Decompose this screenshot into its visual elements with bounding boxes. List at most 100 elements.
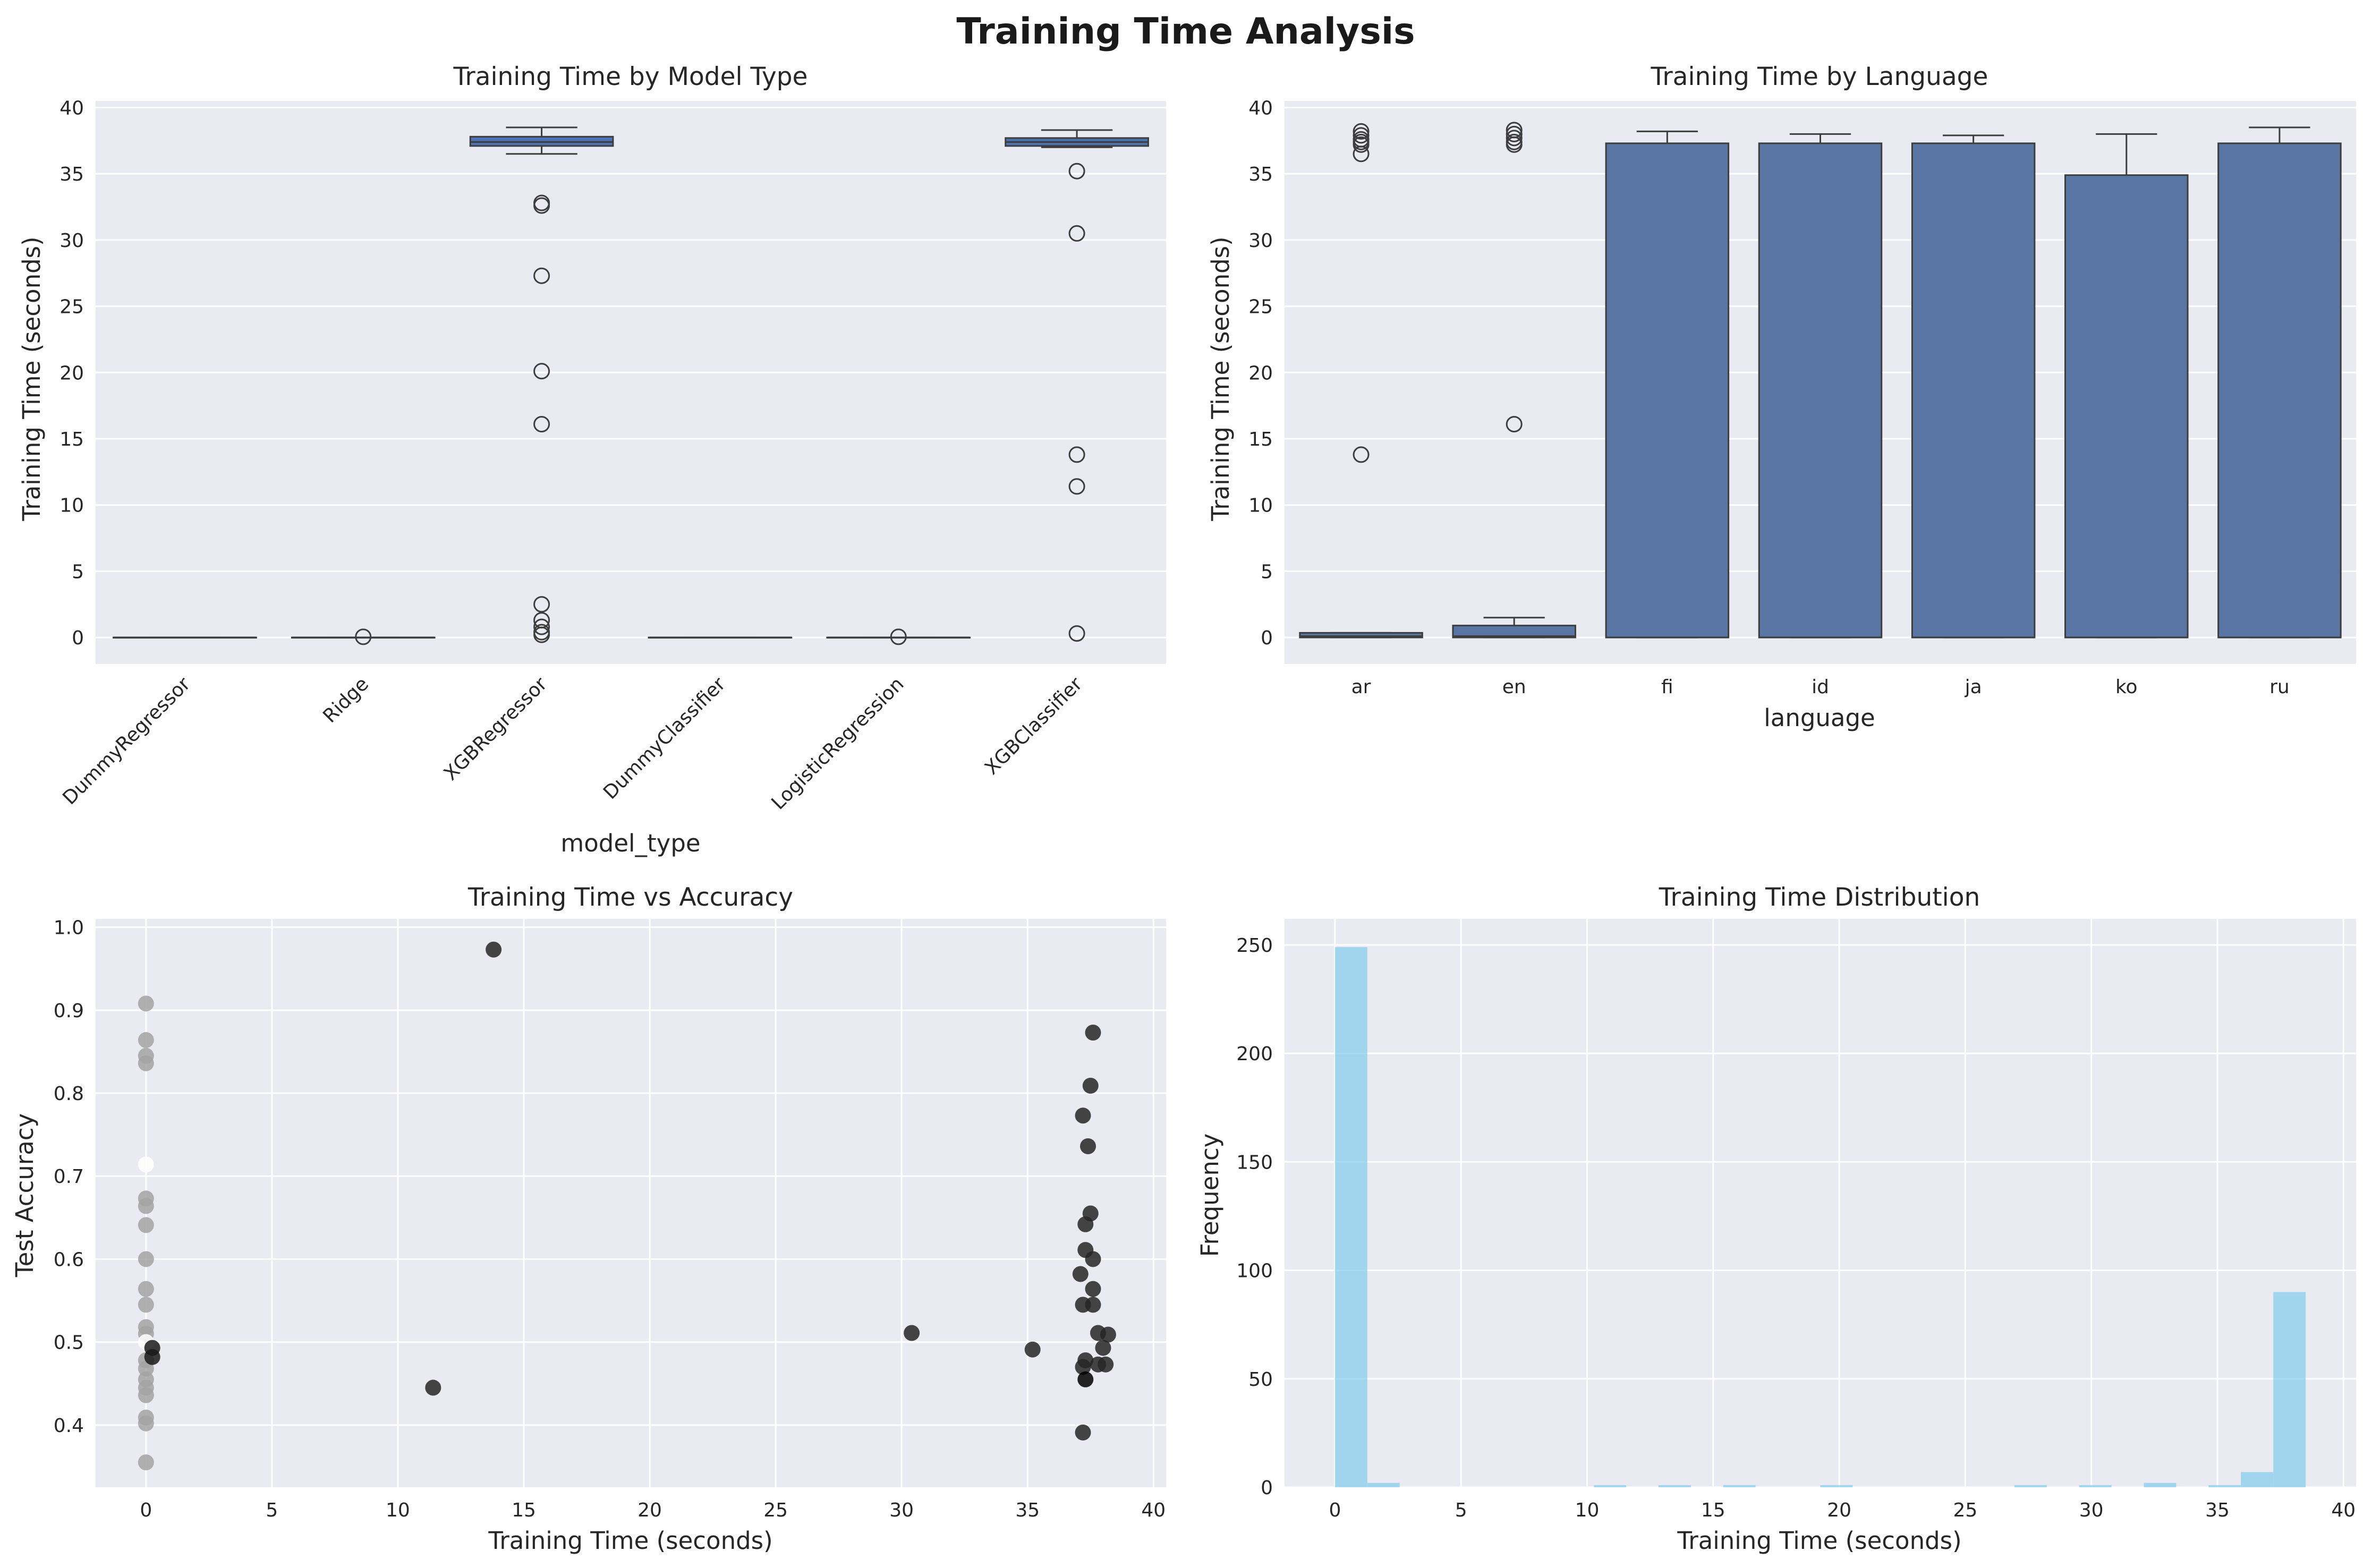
y-axis-label: Training Time (seconds) [1206, 236, 1235, 521]
scatter-point [1082, 1077, 1099, 1094]
box [1911, 142, 2036, 638]
panel-language: 0 5 10 15 20 25 30 35 40 ar en fi id ja ko ru Training T… [1206, 62, 2356, 732]
histogram-bar [2079, 1485, 2112, 1487]
x-axis-label: model_type [560, 829, 700, 857]
outlier-point [1068, 625, 1085, 642]
x-tick-label: 30 [2079, 1499, 2104, 1521]
y-tick-label: 15 [1248, 429, 1273, 450]
scatter-point [1085, 1297, 1101, 1313]
x-tick-label: 5 [1455, 1499, 1467, 1521]
y-tick-label: 20 [1248, 362, 1273, 384]
histogram-bar [2014, 1485, 2047, 1487]
x-tick-label: 15 [1701, 1499, 1725, 1521]
x-tick-label: fi [1661, 676, 1673, 698]
histogram-bar [1367, 1482, 1400, 1487]
x-tick-label: 0 [140, 1499, 152, 1521]
x-tick-label: ko [2115, 676, 2138, 698]
outlier-point [533, 267, 550, 284]
scatter-point [1095, 1340, 1111, 1356]
scatter-point [144, 1349, 160, 1365]
x-tick-label: 15 [512, 1499, 536, 1521]
outlier-point [1353, 146, 1370, 163]
x-tick-label: ar [1351, 676, 1371, 698]
x-tick-label: ru [2269, 676, 2290, 698]
outlier-point [1068, 446, 1085, 463]
y-tick-label: 15 [59, 429, 84, 450]
histogram-bar [2208, 1485, 2241, 1487]
y-tick-label: 25 [1248, 296, 1273, 318]
x-tick-label: 10 [386, 1499, 410, 1521]
outlier-point [890, 628, 907, 645]
scatter-point [138, 1251, 154, 1267]
y-tick-label: 40 [59, 97, 84, 119]
x-tick-label: 25 [1953, 1499, 1977, 1521]
histogram-bar [1820, 1485, 1853, 1487]
outlier-point [1068, 225, 1085, 242]
outlier-point [533, 197, 550, 214]
scatter-point [486, 941, 502, 958]
y-axis-label: Frequency [1196, 1134, 1224, 1257]
x-tick-label: 30 [889, 1499, 914, 1521]
panel-title: Training Time Distribution [1659, 883, 1980, 912]
panel-title: Training Time vs Accuracy [467, 883, 793, 912]
x-tick-label: 10 [1575, 1499, 1600, 1521]
scatter-point [1100, 1326, 1116, 1343]
scatter-point [138, 1032, 154, 1049]
panel-title: Training Time by Model Type [453, 62, 808, 91]
x-tick-label: 20 [1827, 1499, 1851, 1521]
histogram-bar [1334, 947, 1367, 1487]
plot-area [1285, 919, 2356, 1487]
x-tick-label: 35 [1015, 1499, 1040, 1521]
y-tick-label: 25 [59, 296, 84, 318]
scatter-point [138, 1281, 154, 1297]
y-tick-label: 0.5 [54, 1332, 84, 1354]
x-tick-label: id [1812, 676, 1829, 698]
scatter-point [138, 1055, 154, 1071]
box [1758, 142, 1883, 638]
box [1299, 632, 1423, 638]
histogram-bar [2241, 1472, 2274, 1487]
x-tick-label: 25 [763, 1499, 788, 1521]
scatter-point [1072, 1266, 1089, 1282]
scatter-point [138, 1198, 154, 1214]
y-tick-label: 0.8 [54, 1083, 84, 1105]
box [1452, 625, 1576, 638]
outlier-point [355, 628, 372, 645]
y-tick-label: 5 [1261, 561, 1273, 583]
histogram-bar [2144, 1482, 2177, 1487]
x-tick-label: 20 [637, 1499, 662, 1521]
scatter-point [1085, 1281, 1101, 1297]
histogram-bar [1658, 1485, 1691, 1487]
outlier-point [1506, 136, 1523, 153]
y-tick-label: 20 [59, 362, 84, 384]
box [2064, 174, 2189, 638]
histogram-bar [1723, 1485, 1756, 1487]
outlier-point [1068, 163, 1085, 180]
x-tick-label: 5 [266, 1499, 278, 1521]
outlier-point [1353, 123, 1370, 140]
y-tick-label: 0 [72, 627, 84, 649]
outlier-point [1506, 416, 1523, 433]
box [2217, 142, 2342, 638]
outlier-point [1506, 130, 1523, 147]
y-tick-label: 200 [1236, 1043, 1273, 1065]
scatter-point [1098, 1356, 1114, 1373]
y-tick-label: 35 [1248, 164, 1273, 185]
scatter-point [1080, 1138, 1096, 1154]
panel-scatter: 0.4 0.5 0.6 0.7 0.8 0.9 1.0 0 5 10 15 20 25 30 35 40 Tra… [11, 883, 1166, 1555]
scatter-point [138, 1415, 154, 1431]
scatter-point [138, 995, 154, 1012]
y-tick-label: 40 [1248, 97, 1273, 119]
histogram-bar [1594, 1485, 1627, 1487]
y-tick-label: 50 [1248, 1369, 1273, 1391]
y-tick-label: 5 [72, 561, 84, 583]
outlier-point [533, 626, 550, 643]
scatter-point [138, 1217, 154, 1233]
y-axis-label: Test Accuracy [11, 1113, 39, 1277]
y-tick-label: 30 [1248, 230, 1273, 252]
x-tick-label: 35 [2205, 1499, 2230, 1521]
x-axis-label: Training Time (seconds) [488, 1527, 772, 1555]
outlier-point [533, 363, 550, 380]
scatter-point [1075, 1359, 1091, 1375]
